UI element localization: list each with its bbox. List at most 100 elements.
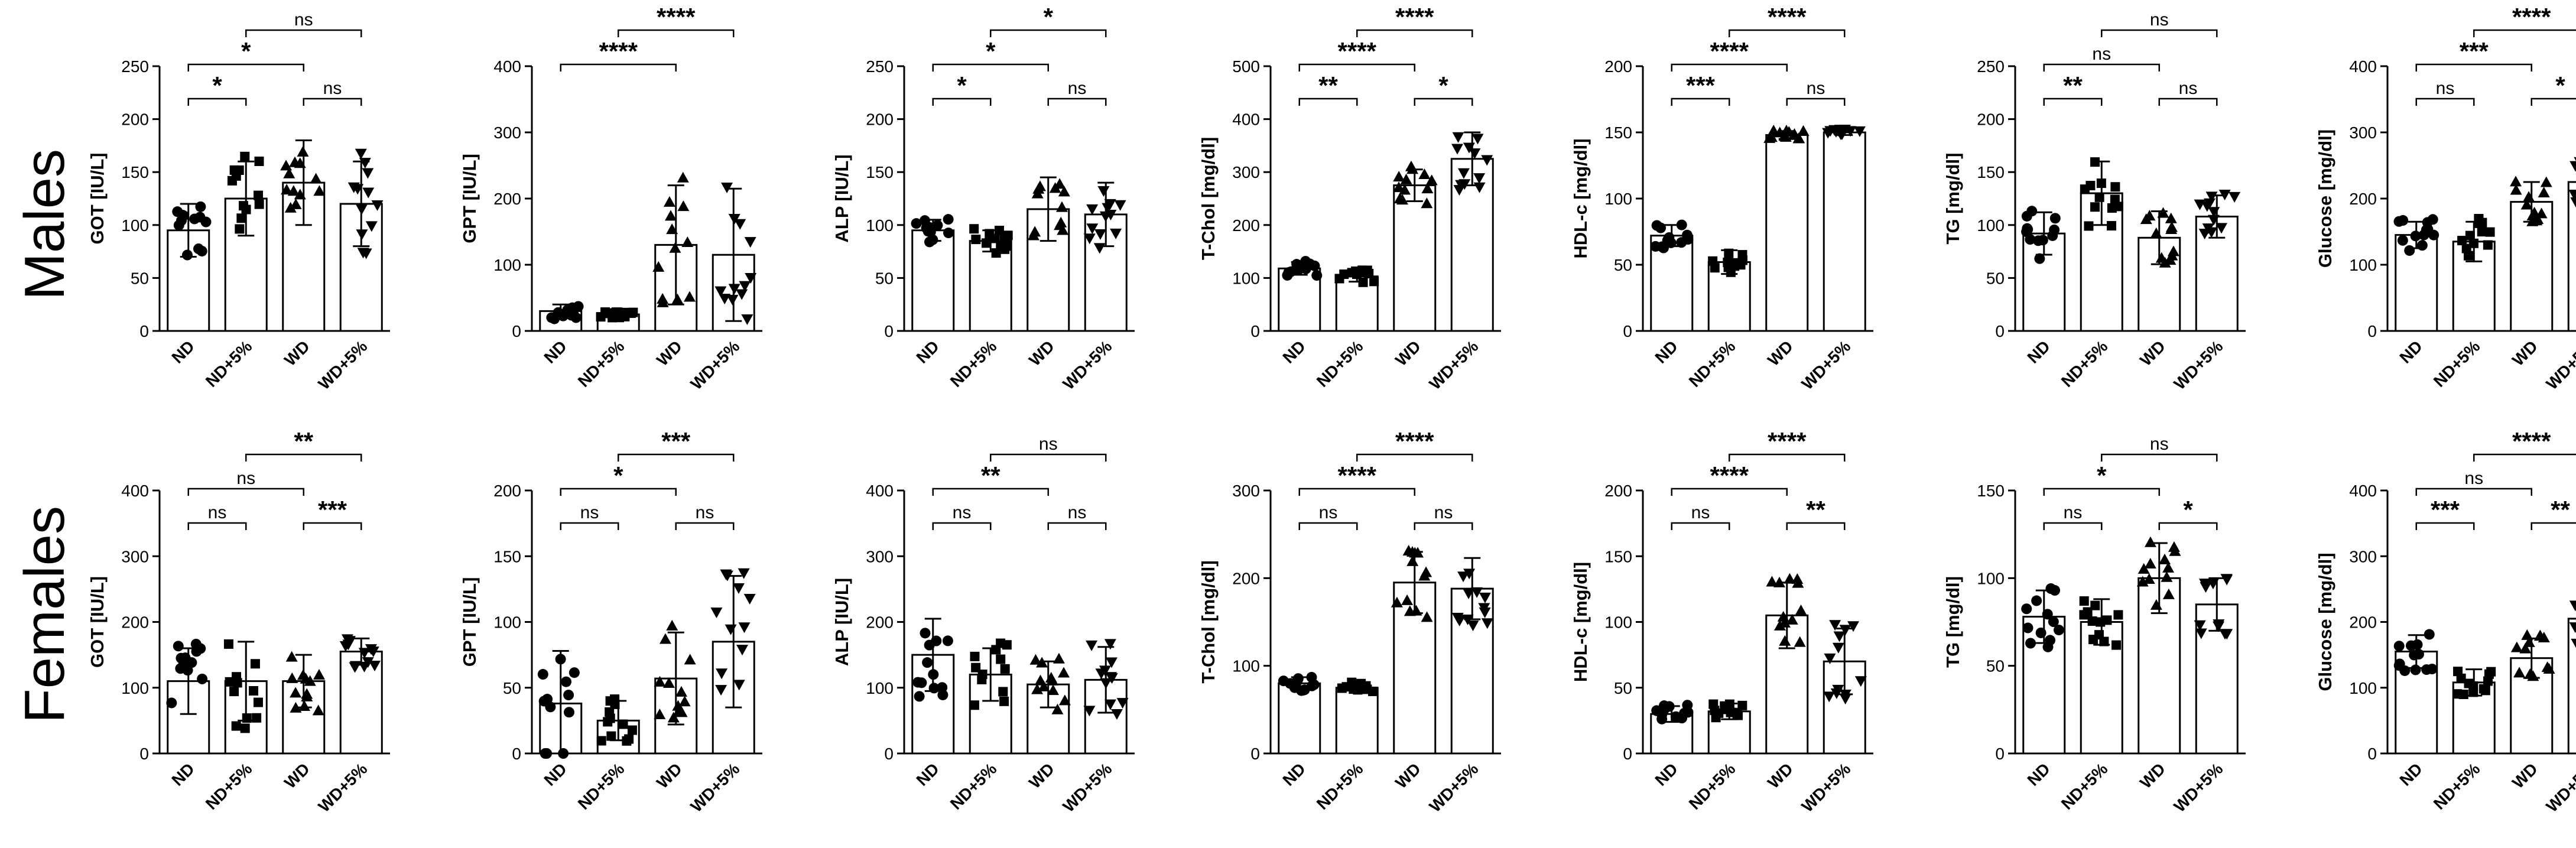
data-point xyxy=(2094,192,2104,202)
data-point xyxy=(733,680,745,691)
category-label: WD+5% xyxy=(2542,759,2576,815)
category-label: ND+5% xyxy=(2058,337,2112,391)
data-point xyxy=(624,734,634,744)
data-point xyxy=(555,654,566,665)
data-point xyxy=(1766,576,1778,587)
data-point xyxy=(1055,216,1067,228)
y-tick-label: 0 xyxy=(512,322,521,340)
data-point xyxy=(2090,157,2100,167)
data-point xyxy=(181,249,193,261)
data-point xyxy=(1032,183,1045,194)
bar xyxy=(1393,184,1437,332)
data-point xyxy=(994,226,1004,236)
data-point xyxy=(920,628,931,639)
data-point xyxy=(1393,171,1405,182)
category-label: WD xyxy=(2509,759,2541,792)
significance-label: * xyxy=(613,462,623,489)
significance-label: **** xyxy=(1710,37,1749,65)
significance-label: * xyxy=(2097,462,2107,489)
data-point xyxy=(2477,227,2487,237)
data-point xyxy=(2510,641,2523,652)
data-point xyxy=(996,241,1006,251)
data-point xyxy=(1292,673,1304,684)
y-tick-label: 50 xyxy=(503,679,521,697)
y-tick-label: 0 xyxy=(2367,322,2377,340)
data-point xyxy=(1002,640,1012,650)
significance-label: ns xyxy=(2464,469,2483,488)
data-point xyxy=(2094,630,2104,640)
data-point xyxy=(287,185,300,196)
data-point xyxy=(1038,680,1050,691)
data-point xyxy=(1655,222,1667,233)
category-label: ND xyxy=(168,337,198,367)
category-label: ND+5% xyxy=(947,337,1000,391)
data-point xyxy=(360,248,372,259)
data-point xyxy=(738,568,750,579)
data-point xyxy=(1358,277,1368,287)
data-point xyxy=(250,659,260,669)
data-point xyxy=(1479,592,1491,603)
bar xyxy=(1650,235,1694,332)
y-axis-label: Glucose [mg/dl] xyxy=(2315,129,2335,268)
data-point xyxy=(1110,228,1122,239)
category-label: ND xyxy=(2396,337,2426,367)
data-point xyxy=(358,661,371,672)
y-tick-label: 100 xyxy=(2349,256,2377,274)
data-point xyxy=(666,619,678,631)
significance-label: *** xyxy=(1686,72,1716,99)
y-tick-label: 100 xyxy=(1977,569,2005,587)
panel-m-gpt: 0 100 200 300 400 GPT [IU/L] ND ND+5% WD WD+5% ***… xyxy=(459,3,762,393)
data-point xyxy=(1453,185,1466,196)
significance-bracket xyxy=(2158,522,2218,530)
y-tick-label: 200 xyxy=(1977,111,2005,129)
significance-label: ns xyxy=(953,503,972,522)
data-point xyxy=(2569,600,2576,612)
data-point xyxy=(1425,174,1438,186)
category-label: ND+5% xyxy=(1685,337,1739,391)
data-point xyxy=(1824,653,1836,664)
significance-bracket xyxy=(560,63,677,72)
data-point xyxy=(1792,577,1804,588)
data-point xyxy=(739,281,751,292)
data-point xyxy=(240,151,250,161)
significance-bracket xyxy=(1786,522,1846,530)
y-tick-label: 0 xyxy=(139,322,149,340)
data-point xyxy=(290,687,302,698)
data-point xyxy=(1031,683,1044,694)
data-point xyxy=(1682,234,1694,245)
data-point xyxy=(2159,256,2171,268)
y-tick-label: 100 xyxy=(1604,613,1632,632)
data-point xyxy=(928,683,940,694)
y-tick-label: 0 xyxy=(1623,322,1632,340)
data-point xyxy=(1000,664,1010,674)
data-point xyxy=(2519,642,2532,654)
y-tick-label: 400 xyxy=(493,57,521,76)
data-point xyxy=(971,235,981,245)
significance-bracket xyxy=(1671,98,1730,106)
data-point xyxy=(2570,197,2576,208)
data-point xyxy=(294,189,306,200)
data-point xyxy=(285,651,298,662)
data-point xyxy=(943,214,954,225)
data-point xyxy=(2162,588,2175,599)
significance-bracket xyxy=(187,98,247,106)
data-point xyxy=(193,243,204,255)
data-point xyxy=(1773,576,1785,587)
bar xyxy=(1335,687,1379,755)
panel-m-tchol: 0 100 200 300 400 500 T-Chol [mg/dl] ND ND+5% WD W… xyxy=(1198,3,1501,393)
panel-m-hdl: 0 50 100 150 200 HDL-c [mg/dl] ND ND+5% WD WD+5% *… xyxy=(1570,3,1873,393)
y-tick-label: 300 xyxy=(2349,547,2377,566)
data-point xyxy=(2053,625,2064,636)
data-point xyxy=(290,701,302,713)
data-point xyxy=(232,678,242,688)
data-point xyxy=(1051,703,1064,714)
data-point xyxy=(627,725,637,735)
data-point xyxy=(2465,230,2475,241)
data-point xyxy=(998,687,1008,697)
data-point xyxy=(560,676,571,687)
data-point xyxy=(990,233,1000,243)
data-point xyxy=(194,212,206,223)
data-point xyxy=(1421,183,1434,194)
data-point xyxy=(1469,148,1481,160)
data-point xyxy=(743,593,756,605)
